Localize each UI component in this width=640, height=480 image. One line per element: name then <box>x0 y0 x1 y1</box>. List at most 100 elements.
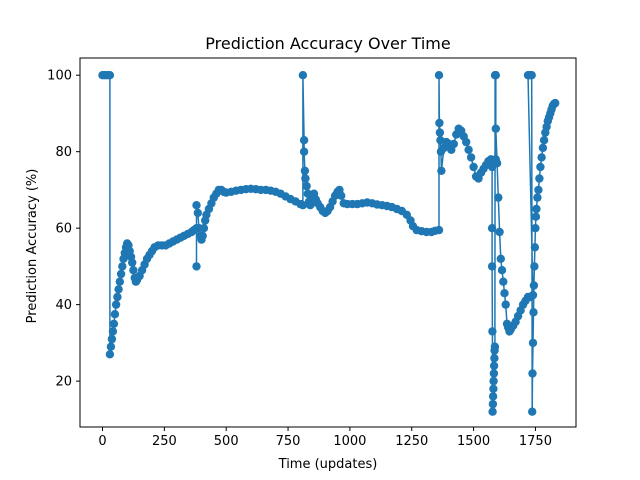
data-point <box>488 392 498 401</box>
x-tick-label: 750 <box>276 434 301 449</box>
x-tick-label: 1500 <box>457 434 490 449</box>
chart-title: Prediction Accuracy Over Time <box>205 34 450 53</box>
data-point <box>337 191 346 200</box>
data-point <box>527 71 536 80</box>
data-point <box>499 277 508 286</box>
data-point <box>193 208 202 218</box>
data-point <box>298 71 308 80</box>
data-point <box>301 174 310 183</box>
data-point <box>538 143 548 153</box>
y-tick-label: 60 <box>55 222 72 237</box>
data-point <box>533 193 542 202</box>
data-point <box>489 361 499 370</box>
data-point <box>116 269 126 279</box>
x-tick-label: 1750 <box>519 434 552 449</box>
data-point <box>528 338 538 348</box>
data-point <box>110 310 120 319</box>
data-point <box>532 204 541 214</box>
series-layer <box>98 71 560 416</box>
data-point <box>469 162 478 172</box>
x-tick-label: 0 <box>98 434 106 449</box>
data-point <box>530 243 540 252</box>
data-point <box>529 281 539 290</box>
data-point <box>111 300 121 309</box>
data-point <box>539 136 549 145</box>
data-point <box>490 354 499 363</box>
data-point <box>302 181 311 191</box>
data-point <box>500 289 509 298</box>
data-point <box>528 407 537 416</box>
data-point <box>551 98 560 108</box>
data-point <box>528 369 537 378</box>
data-point <box>529 308 538 317</box>
data-point <box>489 376 498 386</box>
data-point <box>298 201 308 210</box>
data-point <box>462 137 471 147</box>
data-point <box>490 342 500 351</box>
data-point <box>434 71 444 80</box>
data-point <box>306 201 315 210</box>
data-point <box>114 285 123 294</box>
data-point <box>109 319 119 328</box>
data-point <box>488 399 498 409</box>
data-point <box>491 71 500 80</box>
data-point <box>497 266 507 275</box>
data-point <box>128 258 137 267</box>
data-point <box>488 407 497 416</box>
x-axis: 0 250 500 750 1000 1250 1500 1750 <box>98 427 552 449</box>
plot-background <box>80 58 576 427</box>
data-point <box>435 118 444 128</box>
data-point <box>435 128 445 137</box>
x-tick-label: 1250 <box>395 434 428 449</box>
data-point <box>299 147 309 156</box>
data-point <box>192 262 201 271</box>
data-point <box>105 71 115 80</box>
data-point <box>495 227 504 237</box>
data-point <box>537 153 546 162</box>
plot-area <box>79 57 577 428</box>
y-axis-label: Prediction Accuracy (%) <box>25 169 40 324</box>
data-point <box>535 174 544 183</box>
data-point <box>488 327 497 336</box>
data-point <box>489 369 499 378</box>
data-point <box>192 201 201 210</box>
x-axis-label: Time (updates) <box>278 457 378 472</box>
y-axis: 20 40 60 80 100 <box>47 69 80 390</box>
data-point <box>491 124 500 133</box>
data-point <box>434 225 444 235</box>
data-point <box>487 224 497 233</box>
data-point <box>108 327 118 336</box>
data-point <box>299 136 309 145</box>
data-point <box>530 262 539 271</box>
data-point <box>118 262 127 271</box>
x-tick-label: 1000 <box>333 434 366 449</box>
y-tick-label: 80 <box>55 145 72 160</box>
x-tick-label: 250 <box>152 434 177 449</box>
data-point <box>449 139 458 149</box>
plot-frame <box>79 57 577 428</box>
data-point <box>107 334 117 344</box>
data-point <box>113 292 122 302</box>
data-point <box>437 166 446 175</box>
y-tick-label: 40 <box>55 298 72 313</box>
data-point <box>106 342 116 351</box>
data-point <box>489 384 498 393</box>
data-point <box>115 277 125 286</box>
y-tick-label: 100 <box>47 69 72 84</box>
data-point <box>129 266 138 275</box>
data-point <box>531 224 540 233</box>
data-point <box>496 254 505 263</box>
data-point <box>501 300 510 309</box>
data-point <box>466 153 476 162</box>
data-point <box>199 224 209 233</box>
data-point <box>494 193 503 202</box>
data-point <box>528 290 538 300</box>
data-point <box>536 162 545 172</box>
data-point <box>198 231 207 240</box>
data-point <box>300 166 310 175</box>
data-point <box>492 159 502 168</box>
data-point <box>487 262 497 271</box>
data-point <box>464 145 473 154</box>
x-tick-label: 500 <box>214 434 239 449</box>
